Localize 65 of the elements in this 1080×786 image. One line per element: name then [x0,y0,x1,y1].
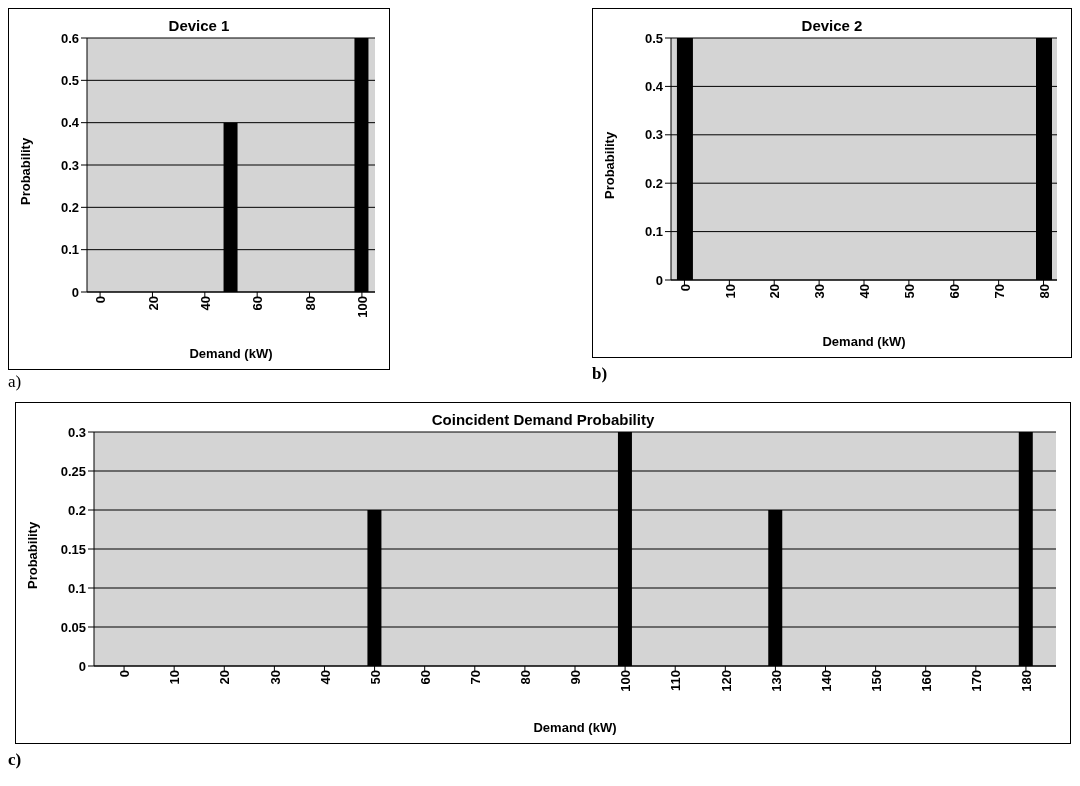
x-tick-label: 120 [718,670,734,692]
x-tick-label: 20 [145,296,161,311]
chart-title: Device 1 [168,17,230,34]
x-tick-label: 100 [618,670,634,692]
x-tick-label: 40 [857,284,873,299]
x-tick-label: 30 [267,670,283,685]
x-tick-label: 50 [902,284,918,299]
x-tick-label: 150 [868,670,884,692]
y-axis-title: Probability [17,137,33,205]
x-tick-label: 30 [812,284,828,299]
x-tick-label: 70 [468,670,484,685]
x-tick-label: 0 [677,284,693,292]
x-tick-label: 80 [518,670,534,685]
x-axis-title: Demand (kW) [533,720,617,735]
x-tick-label: 170 [969,670,985,692]
x-tick-label: 20 [217,670,233,685]
y-tick-label: 0.1 [644,224,663,240]
y-tick-label: 0.2 [60,199,79,215]
y-tick-label: 0.15 [60,541,86,557]
y-tick-label: 0.3 [644,127,663,143]
y-axis-title: Probability [601,131,617,199]
y-tick-label: 0.3 [60,157,79,173]
x-tick-label: 100 [355,296,371,318]
x-tick-label: 90 [568,670,584,685]
y-tick-label: 0.2 [67,502,86,518]
y-axis-title: Probability [24,521,40,589]
y-tick-label: 0.1 [60,242,79,258]
y-tick-label: 0.2 [644,175,663,191]
x-tick-label: 80 [302,296,318,311]
x-tick-label: 130 [768,670,784,692]
y-tick-label: 0.4 [644,79,664,95]
x-tick-label: 60 [417,670,433,685]
x-tick-label: 20 [767,284,783,299]
y-tick-label: 0 [78,658,86,674]
x-axis-title: Demand (kW) [189,346,273,361]
y-tick-label: 0.5 [60,72,79,88]
x-tick-label: 40 [198,296,214,311]
y-tick-label: 0 [655,272,663,288]
text: c) [8,750,22,770]
chart-title: Device 2 [801,17,863,34]
x-tick-label: 160 [918,670,934,692]
x-axis-title: Demand (kW) [822,334,906,349]
x-tick-label: 110 [668,670,684,691]
x-tick-label: 140 [818,670,834,692]
y-tick-label: 0.6 [60,30,79,46]
x-tick-label: 0 [93,296,109,304]
y-tick-label: 0.1 [67,580,86,596]
x-tick-label: 40 [317,670,333,685]
x-tick-label: 60 [250,296,266,311]
y-tick-label: 0.3 [67,424,86,440]
x-tick-label: 180 [1019,670,1035,692]
chart-title: Coincident Demand Probability [431,411,655,428]
y-tick-label: 0.4 [60,115,80,131]
y-tick-label: 0.05 [60,619,86,635]
x-tick-label: 70 [991,284,1007,299]
x-tick-label: 60 [947,284,962,299]
y-tick-label: 0.5 [644,30,663,46]
x-tick-label: 0 [117,670,133,678]
x-tick-label: 50 [367,670,383,685]
x-tick-label: 80 [1036,284,1052,299]
y-tick-label: 0.25 [60,463,86,479]
x-tick-label: 10 [167,670,183,685]
text: a) [8,372,22,392]
text: b) [592,364,608,384]
x-tick-label: 10 [722,284,738,299]
